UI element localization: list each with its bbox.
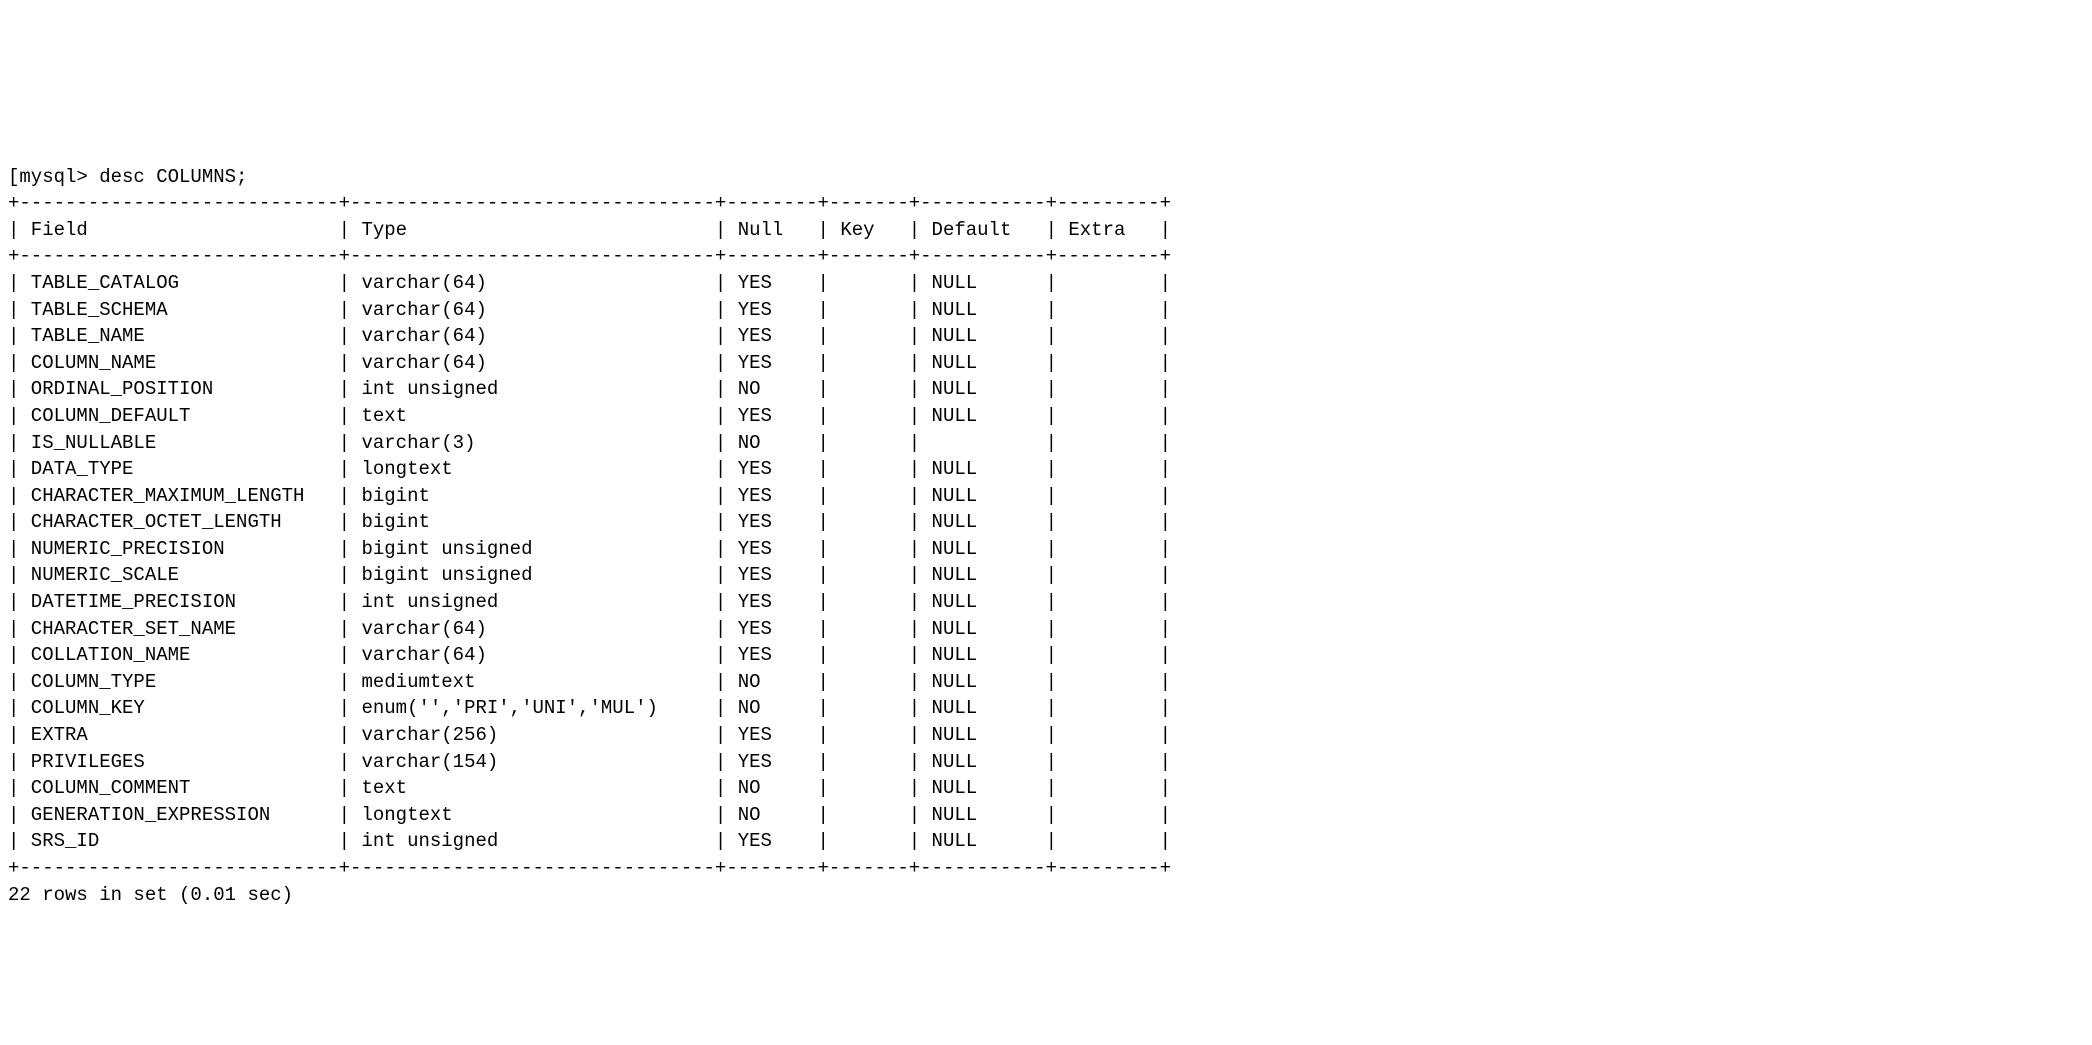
mysql-command: desc COLUMNS;: [99, 166, 247, 188]
result-footer: 22 rows in set (0.01 sec): [8, 884, 293, 906]
mysql-prompt: [mysql>: [8, 166, 99, 188]
desc-result-table: +----------------------------+----------…: [8, 192, 1171, 879]
mysql-terminal-output: [mysql> desc COLUMNS; +-----------------…: [0, 133, 2092, 912]
